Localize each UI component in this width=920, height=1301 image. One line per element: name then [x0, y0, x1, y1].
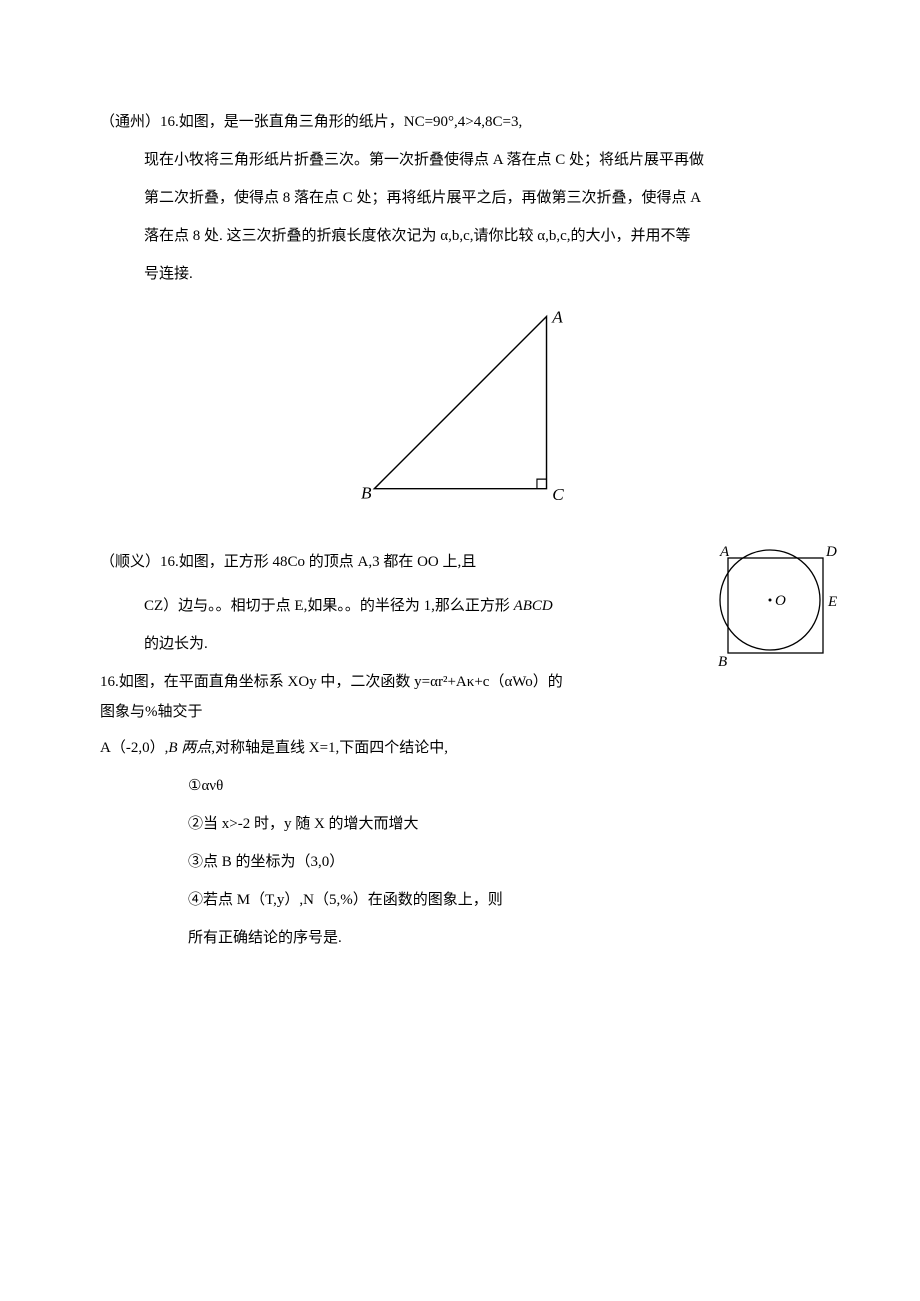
tongzhou-problem: （通州）16.如图，是一张直角三角形的纸片，NC=90°,4>4,8C=3, 现… [100, 110, 820, 510]
shunyi-figure: A D B E O [700, 540, 850, 680]
triangle-shape [374, 317, 546, 489]
q16-item4: ④若点 M（T,y）,N（5,%）在函数的图象上，则 [100, 888, 820, 912]
q16-line3a: A（-2,0）, [100, 740, 168, 756]
shunyi-abcd: ABCD [514, 598, 553, 614]
tongzhou-line4: 落在点 8 处. 这三次折叠的折痕长度依次记为 α,b,c,请你比较 α,b,c… [100, 224, 820, 248]
q16-line3: A（-2,0）,B 两点,对称轴是直线 X=1,下面四个结论中, [100, 736, 820, 760]
shunyi-problem: A D B E O （顺义）16.如图，正方形 48Co 的顶点 A,3 都在 … [100, 550, 820, 656]
q16-item2: ②当 x>-2 时，y 随 X 的增大而增大 [100, 812, 820, 836]
shunyi-label-b: B [718, 654, 727, 670]
shunyi-label-o: O [775, 593, 786, 609]
triangle-figure: A B C [360, 300, 580, 510]
right-angle-mark [537, 479, 547, 489]
tongzhou-line3: 第二次折叠，使得点 8 落在点 C 处；再将纸片展平之后，再做第三次折叠，使得点… [100, 186, 820, 210]
tongzhou-line1: （通州）16.如图，是一张直角三角形的纸片，NC=90°,4>4,8C=3, [100, 110, 820, 134]
shunyi-label-a: A [719, 544, 730, 560]
triangle-label-c: C [552, 485, 564, 504]
q16-line3b: B 两点, [168, 740, 215, 756]
shunyi-center-dot [769, 599, 772, 602]
tongzhou-line2: 现在小牧将三角形纸片折叠三次。第一次折叠使得点 A 落在点 C 处；将纸片展平再… [100, 148, 820, 172]
q16-end: 所有正确结论的序号是. [100, 926, 820, 950]
q16-problem: 16.如图，在平面直角坐标系 XOy 中，二次函数 y=αr²+Aκ+c（αWo… [100, 670, 820, 950]
tongzhou-line5: 号连接. [100, 262, 820, 286]
shunyi-label-d: D [825, 544, 837, 560]
shunyi-line2a: CZ）边与。。相切于点 E,如果。。的半径为 1,那么正方形 [144, 598, 514, 614]
q16-line3c: 对称轴是直线 X=1,下面四个结论中, [215, 740, 448, 756]
q16-item1: ①ανθ [100, 774, 820, 798]
q16-item3: ③点 B 的坐标为（3,0） [100, 850, 820, 874]
shunyi-label-e: E [827, 594, 837, 610]
triangle-label-a: A [551, 307, 563, 326]
triangle-label-b: B [361, 483, 372, 502]
q16-line2: 图象与%轴交于 [100, 700, 820, 724]
